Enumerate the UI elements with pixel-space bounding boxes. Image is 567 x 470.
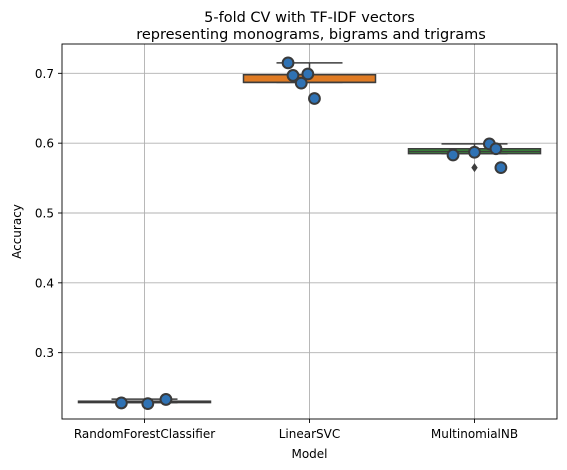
x-axis-label: Model [291, 447, 327, 461]
data-point [159, 393, 173, 406]
data-point [489, 142, 503, 156]
ticks: 0.3 0.4 0.5 0.6 0.7 RandomForestClassifier Lin… [35, 67, 518, 441]
points [115, 56, 508, 411]
x-tick-label: RandomForestClassifier [74, 427, 215, 441]
outlier-marker [471, 163, 478, 173]
y-tick-label: 0.4 [35, 276, 54, 290]
chart-subtitle: representing monograms, bigrams and trig… [136, 27, 486, 43]
data-point [115, 396, 128, 410]
x-tick-label: LinearSVC [279, 427, 341, 441]
data-point [308, 92, 321, 105]
data-point [294, 76, 308, 90]
data-point [301, 67, 315, 81]
chart-title: 5-fold CV with TF-IDF vectors [204, 10, 415, 26]
y-tick-label: 0.7 [35, 67, 54, 81]
y-tick-label: 0.6 [35, 137, 54, 151]
data-point [281, 56, 295, 70]
data-point [446, 148, 460, 162]
data-point [286, 69, 300, 82]
data-point [468, 145, 481, 159]
x-tick-label: MultinomialNB [431, 427, 518, 441]
y-tick-label: 0.5 [35, 206, 54, 220]
data-point [494, 161, 508, 175]
y-axis-label: Accuracy [10, 204, 24, 259]
y-tick-label: 0.3 [35, 346, 54, 360]
data-point [141, 397, 155, 411]
